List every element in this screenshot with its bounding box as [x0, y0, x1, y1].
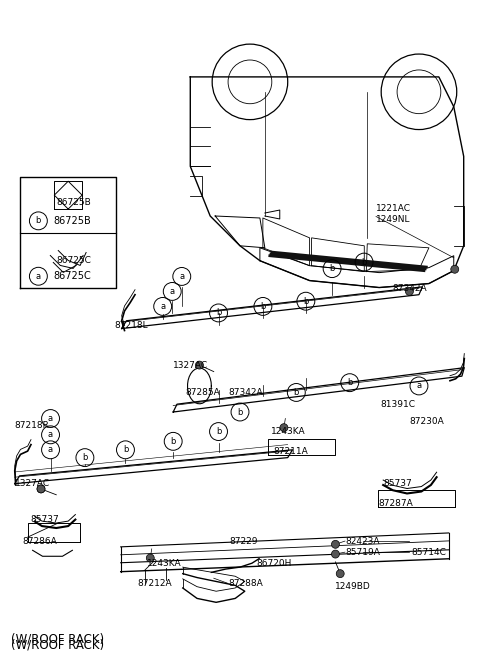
Text: 87229: 87229 — [229, 537, 258, 546]
Text: a: a — [48, 414, 53, 423]
Text: 87342A: 87342A — [393, 283, 427, 293]
Text: (W/ROOF RACK): (W/ROOF RACK) — [11, 632, 104, 646]
Text: b: b — [216, 308, 221, 318]
Text: 82423A: 82423A — [345, 537, 380, 546]
Circle shape — [37, 485, 45, 493]
Text: 86725B: 86725B — [53, 216, 91, 226]
Text: 87230A: 87230A — [409, 417, 444, 426]
Circle shape — [37, 485, 45, 493]
Text: b: b — [170, 437, 176, 446]
Text: 85737: 85737 — [30, 515, 59, 524]
Text: 87218R: 87218R — [15, 420, 49, 430]
Text: b: b — [216, 427, 221, 436]
Circle shape — [332, 541, 339, 548]
Text: b: b — [123, 445, 128, 455]
Circle shape — [332, 550, 339, 558]
Text: 81391C: 81391C — [381, 400, 416, 409]
Text: b: b — [82, 453, 87, 462]
Text: 1243KA: 1243KA — [271, 427, 306, 436]
Text: 1249BD: 1249BD — [336, 582, 371, 591]
Text: b: b — [36, 216, 41, 226]
Text: a: a — [48, 430, 53, 440]
Circle shape — [280, 424, 288, 432]
Text: 87285A: 87285A — [185, 388, 220, 397]
Text: b: b — [260, 302, 265, 311]
Circle shape — [406, 287, 413, 295]
Text: 86725B: 86725B — [56, 197, 91, 207]
Text: 1249NL: 1249NL — [376, 215, 410, 224]
Text: 1221AC: 1221AC — [376, 204, 411, 213]
Text: 87212A: 87212A — [137, 579, 172, 588]
Text: b: b — [237, 407, 243, 417]
Text: b: b — [361, 258, 367, 266]
Text: a: a — [48, 445, 53, 455]
Circle shape — [146, 554, 154, 562]
Text: a: a — [160, 302, 165, 311]
Text: 87211A: 87211A — [274, 447, 308, 456]
Text: a: a — [169, 287, 175, 296]
Text: 85719A: 85719A — [345, 548, 380, 557]
Text: 87287A: 87287A — [378, 499, 413, 508]
Text: a: a — [416, 381, 421, 390]
Text: 1243KA: 1243KA — [147, 559, 181, 567]
Text: a: a — [36, 272, 41, 281]
Text: a: a — [179, 272, 184, 281]
Text: 1327AC: 1327AC — [173, 361, 208, 369]
Text: b: b — [303, 297, 309, 306]
Text: 87286A: 87286A — [23, 537, 58, 546]
Text: 86725C: 86725C — [56, 256, 91, 265]
Text: 1327AC: 1327AC — [15, 479, 50, 488]
Text: (W/ROOF RACK): (W/ROOF RACK) — [12, 638, 105, 651]
Text: 86720H: 86720H — [257, 559, 292, 567]
Text: 85737: 85737 — [383, 479, 412, 488]
Circle shape — [451, 265, 459, 274]
Text: b: b — [294, 388, 299, 397]
Text: 87288A: 87288A — [228, 579, 263, 588]
Text: 87342A: 87342A — [228, 388, 263, 397]
Text: 85714C: 85714C — [412, 548, 447, 557]
Circle shape — [336, 569, 344, 578]
Text: b: b — [329, 264, 335, 273]
Text: b: b — [347, 378, 352, 387]
Text: 87218L: 87218L — [115, 321, 148, 331]
Text: 86725C: 86725C — [53, 271, 91, 281]
Circle shape — [195, 361, 204, 369]
